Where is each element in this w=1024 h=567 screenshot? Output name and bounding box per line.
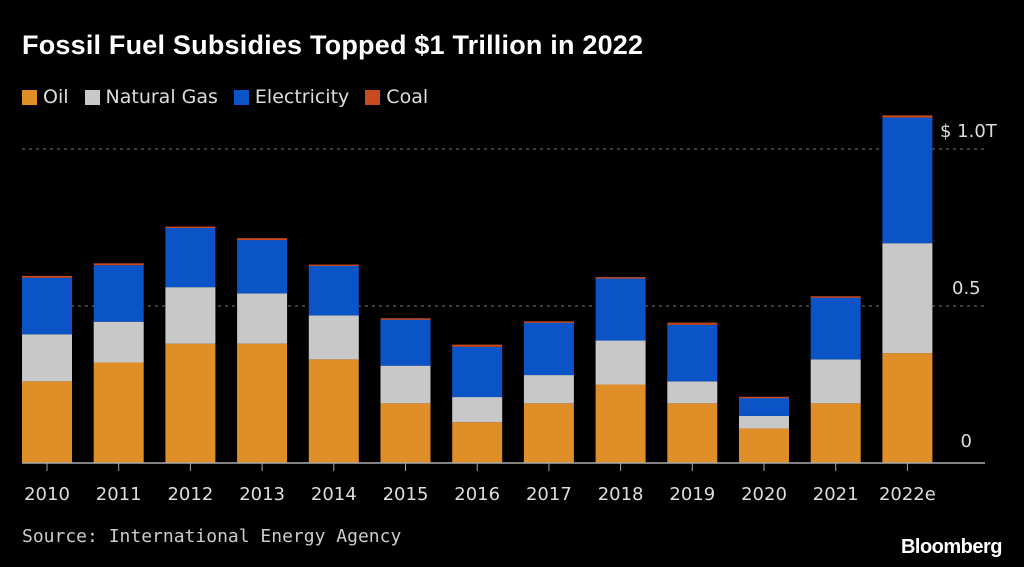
bar-coal-2016 — [452, 344, 503, 347]
bar-electricity-2021 — [810, 296, 861, 360]
legend-label: Electricity — [254, 86, 350, 108]
x-tick-label: 2021 — [813, 484, 859, 505]
bar-coal-2022e — [882, 115, 933, 118]
x-tick-label: 2015 — [383, 484, 429, 505]
x-tick-label: 2013 — [239, 484, 285, 505]
bar-oil-2017 — [523, 403, 574, 463]
y-tick-label: $ 1.0T — [940, 121, 998, 142]
bar-electricity-2017 — [523, 321, 574, 376]
legend-swatch — [22, 89, 37, 105]
bar-natural-gas-2011 — [93, 321, 144, 363]
bar-electricity-2015 — [380, 318, 431, 366]
bar-natural-gas-2019 — [667, 381, 718, 404]
legend-item-natural-gas: Natural Gas — [84, 86, 218, 108]
bar-oil-2020 — [739, 428, 789, 463]
bar-electricity-2019 — [667, 324, 718, 382]
bar-coal-2012 — [165, 226, 216, 229]
bar-oil-2013 — [237, 343, 288, 463]
bar-electricity-2013 — [237, 240, 288, 294]
legend-swatch — [84, 89, 100, 105]
bar-coal-2010 — [22, 275, 72, 278]
bar-natural-gas-2015 — [380, 365, 431, 404]
x-tick-label: 2020 — [741, 484, 787, 505]
bar-coal-2014 — [308, 264, 359, 267]
bar-oil-2021 — [810, 403, 861, 463]
bar-electricity-2022e — [882, 117, 933, 244]
legend-label: Natural Gas — [105, 86, 218, 108]
legend-label: Coal — [386, 86, 429, 108]
bar-electricity-2010 — [22, 277, 72, 335]
y-tick-label: 0.5 — [952, 278, 981, 299]
source-note: Source: International Energy Agency — [22, 526, 402, 547]
bar-coal-2017 — [523, 321, 574, 323]
x-tick-label: 2012 — [167, 484, 213, 505]
bar-natural-gas-2018 — [595, 340, 646, 385]
bar-natural-gas-2017 — [523, 375, 574, 404]
bar-electricity-2011 — [93, 265, 144, 322]
legend-swatch — [233, 89, 249, 105]
legend: Oil Natural Gas Electricity Coal — [22, 86, 428, 108]
legend-swatch — [365, 89, 381, 105]
bar-electricity-2014 — [308, 265, 359, 316]
bar-coal-2013 — [237, 238, 288, 241]
bar-oil-2016 — [452, 422, 503, 463]
bar-oil-2019 — [667, 403, 718, 463]
bar-oil-2022e — [882, 353, 933, 463]
x-tick-label: 2011 — [96, 484, 142, 505]
bar-coal-2021 — [810, 296, 861, 298]
bar-electricity-2012 — [165, 227, 216, 288]
legend-item-oil: Oil — [22, 86, 69, 108]
x-tick-label: 2016 — [454, 484, 500, 505]
bar-natural-gas-2016 — [452, 397, 503, 423]
x-tick-label: 2019 — [669, 484, 715, 505]
bar-natural-gas-2021 — [810, 359, 861, 404]
bar-natural-gas-2022e — [882, 243, 933, 354]
bar-natural-gas-2020 — [739, 415, 789, 429]
bar-coal-2015 — [380, 318, 431, 320]
bar-oil-2012 — [165, 343, 216, 463]
bar-oil-2010 — [22, 381, 72, 463]
x-tick-label: 2022e — [879, 484, 936, 505]
bar-oil-2018 — [595, 384, 646, 463]
legend-label: Oil — [43, 86, 69, 108]
bar-coal-2011 — [93, 263, 144, 266]
chart-title: Fossil Fuel Subsidies Topped $1 Trillion… — [22, 30, 644, 60]
bar-natural-gas-2010 — [22, 334, 72, 382]
y-tick-label: 0 — [961, 431, 972, 452]
x-tick-label: 2014 — [311, 484, 357, 505]
bar-natural-gas-2014 — [308, 315, 359, 360]
bar-oil-2015 — [380, 403, 431, 463]
bloomberg-logo: Bloomberg — [900, 536, 1003, 558]
bar-coal-2018 — [595, 277, 646, 279]
bar-electricity-2018 — [595, 277, 646, 341]
x-tick-label: 2010 — [24, 484, 70, 505]
bar-electricity-2020 — [739, 397, 789, 416]
bar-oil-2014 — [308, 359, 359, 463]
x-tick-label: 2018 — [598, 484, 644, 505]
bar-coal-2020 — [739, 396, 789, 399]
bar-natural-gas-2012 — [165, 287, 216, 344]
x-tick-label: 2017 — [526, 484, 572, 505]
bar-oil-2011 — [93, 362, 144, 463]
bar-electricity-2016 — [452, 346, 503, 398]
bar-coal-2019 — [667, 322, 718, 325]
legend-item-electricity: Electricity — [233, 86, 350, 108]
bar-natural-gas-2013 — [237, 293, 288, 344]
legend-item-coal: Coal — [365, 86, 428, 108]
